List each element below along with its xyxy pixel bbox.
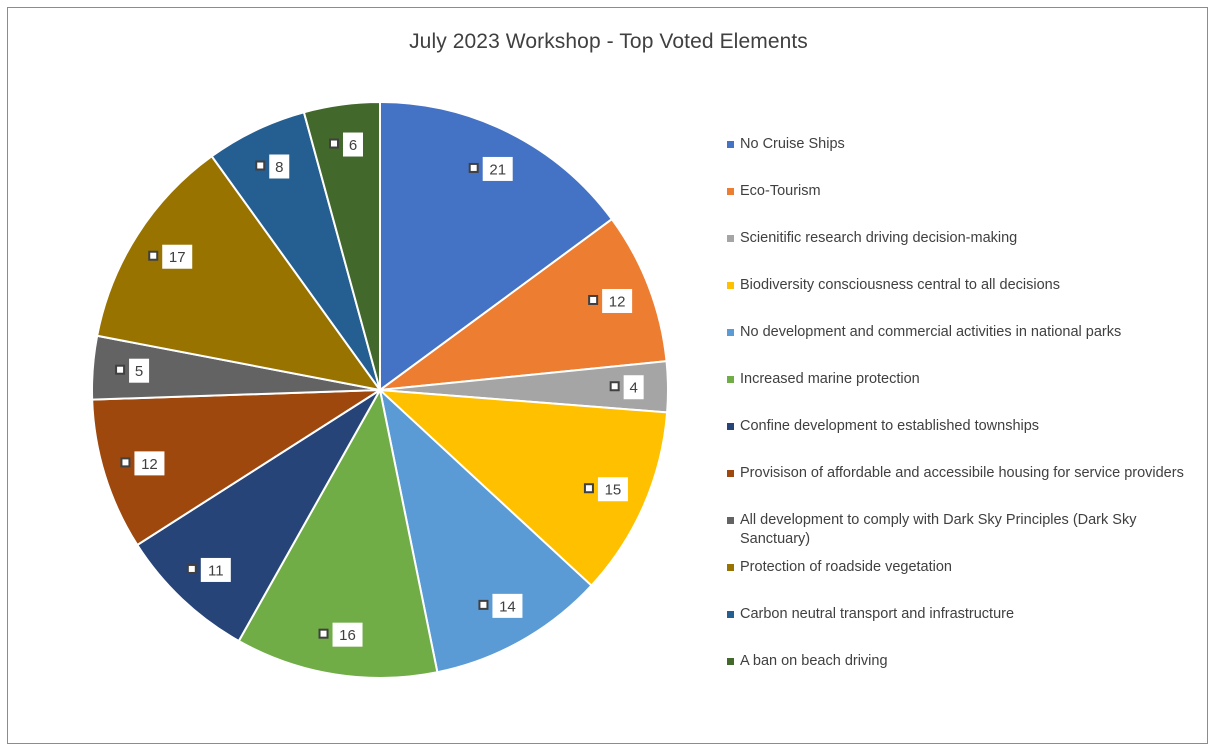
pie-slice — [237, 387, 439, 679]
legend-swatch — [727, 517, 734, 524]
data-label-value: 15 — [605, 482, 622, 499]
legend-swatch — [727, 235, 734, 242]
legend-label: All development to comply with Dark Sky … — [740, 512, 1137, 547]
pie-slice — [376, 217, 668, 392]
legend-swatch — [727, 658, 734, 665]
pie-slice — [379, 100, 614, 392]
legend-label: Biodiversity consciousness central to al… — [740, 277, 1060, 293]
data-label-box — [623, 375, 644, 400]
data-label-key-icon — [478, 599, 489, 610]
legend-swatch — [727, 564, 734, 571]
data-label: 12 — [588, 288, 633, 313]
legend-swatch — [727, 141, 734, 148]
legend-label: Confine development to established towns… — [740, 418, 1040, 434]
pie-slice — [91, 388, 384, 547]
legend-item: No Cruise Ships — [727, 135, 1190, 154]
legend-label: Provisison of affordable and accessibile… — [740, 465, 1184, 481]
data-label-key-icon — [148, 250, 159, 261]
pie-slice — [378, 387, 593, 674]
data-label-value: 12 — [609, 293, 626, 310]
legend-item: Scienitific research driving decision-ma… — [727, 229, 1190, 248]
data-label-box — [482, 156, 513, 181]
data-label-key-icon — [186, 563, 197, 574]
data-label-key-icon — [588, 294, 599, 305]
data-label-value: 6 — [349, 137, 357, 154]
legend-swatch — [727, 611, 734, 618]
data-label: 11 — [186, 557, 231, 582]
data-label-key-icon — [583, 483, 594, 494]
data-label-value: 21 — [489, 161, 506, 178]
legend-item: No development and commercial activities… — [727, 323, 1190, 342]
data-label: 14 — [478, 593, 523, 618]
data-label-key-icon — [120, 457, 131, 468]
pie-slice — [95, 154, 383, 392]
legend-label: Increased marine protection — [740, 371, 920, 387]
legend-swatch — [727, 423, 734, 430]
data-label: 12 — [120, 451, 165, 476]
data-label: 5 — [115, 358, 150, 383]
data-label: 16 — [318, 622, 363, 647]
data-label-key-icon — [609, 381, 620, 392]
legend-item: Protection of roadside vegetation — [727, 558, 1190, 577]
data-label-value: 17 — [169, 249, 186, 266]
data-label-value: 14 — [499, 598, 516, 615]
pie-slice — [135, 389, 381, 643]
legend-swatch — [727, 329, 734, 336]
data-label-key-icon — [468, 162, 479, 173]
data-label-box — [134, 451, 165, 476]
data-label-box — [492, 593, 523, 618]
legend-item: Carbon neutral transport and infrastruct… — [727, 605, 1190, 624]
legend-swatch — [727, 376, 734, 383]
data-label-box — [162, 244, 193, 269]
legend-item: Confine development to established towns… — [727, 417, 1190, 436]
data-label-box — [602, 288, 633, 313]
data-label-value: 11 — [208, 562, 224, 579]
data-label: 17 — [148, 244, 193, 269]
legend-label: No Cruise Ships — [740, 136, 845, 152]
data-label-key-icon — [318, 628, 329, 639]
pie-slice — [377, 388, 669, 587]
data-label-box — [342, 132, 363, 157]
legend-label: Eco-Tourism — [740, 183, 821, 199]
legend-label: No development and commercial activities… — [740, 324, 1122, 340]
legend-swatch — [727, 282, 734, 289]
data-label-value: 12 — [141, 456, 158, 473]
legend-item: Increased marine protection — [727, 370, 1190, 389]
data-label-key-icon — [255, 160, 266, 171]
data-label-box — [597, 477, 628, 502]
legend-item: Provisison of affordable and accessibile… — [727, 464, 1190, 483]
data-label-box — [200, 557, 231, 582]
data-label: 21 — [468, 156, 513, 181]
data-label-value: 8 — [275, 159, 283, 176]
legend-swatch — [727, 188, 734, 195]
data-label-value: 4 — [629, 380, 637, 397]
legend-label: Carbon neutral transport and infrastruct… — [740, 606, 1015, 622]
legend-item: Biodiversity consciousness central to al… — [727, 276, 1190, 295]
legend-swatch — [727, 470, 734, 477]
chart-title: July 2023 Workshop - Top Voted Elements — [409, 30, 808, 53]
data-label-box — [269, 154, 290, 179]
legend-label: A ban on beach driving — [740, 653, 888, 669]
pie-slice — [302, 100, 381, 391]
legend-item: Eco-Tourism — [727, 182, 1190, 201]
data-label-box — [332, 622, 363, 647]
data-label: 15 — [583, 477, 628, 502]
data-label: 4 — [609, 375, 644, 400]
data-label-box — [129, 358, 150, 383]
legend-label: Scienitific research driving decision-ma… — [740, 230, 1018, 246]
legend-item: All development to comply with Dark Sky … — [727, 511, 1190, 549]
legend-item: A ban on beach driving — [727, 652, 1190, 671]
data-label: 8 — [255, 154, 290, 179]
legend-label: Protection of roadside vegetation — [740, 559, 952, 575]
data-label-key-icon — [115, 364, 126, 375]
data-label-value: 16 — [339, 627, 356, 644]
data-label-value: 5 — [135, 363, 143, 380]
data-label: 6 — [328, 132, 363, 157]
data-label-key-icon — [328, 138, 339, 149]
